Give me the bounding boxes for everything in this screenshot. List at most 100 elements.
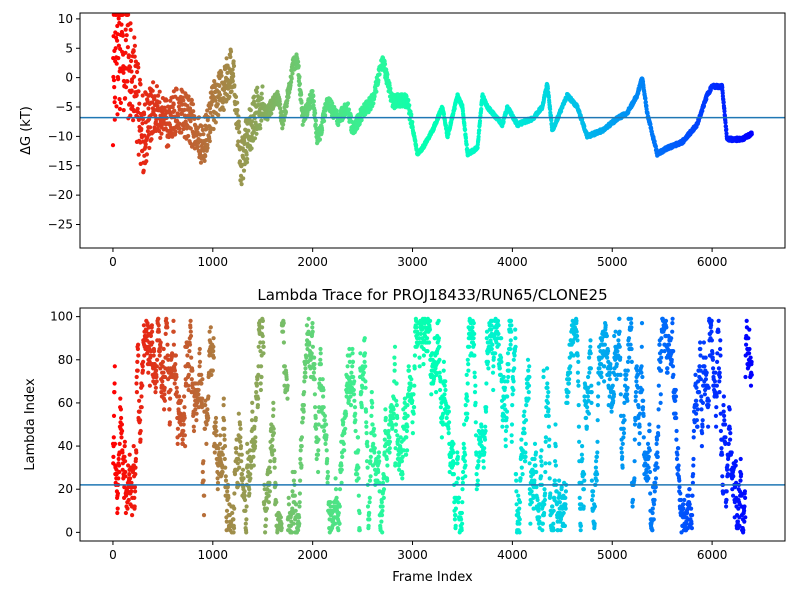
lambda-point [250, 409, 255, 414]
lambda-point [203, 403, 208, 408]
lambda-point [442, 383, 447, 388]
lambda-point [380, 504, 385, 509]
delta-g-point [207, 139, 212, 144]
lambda-point [175, 426, 180, 431]
delta-g-point [281, 118, 286, 123]
lambda-point [453, 506, 458, 511]
lambda-point [349, 370, 354, 375]
lambda-point [162, 392, 167, 397]
delta-g-point [119, 22, 124, 27]
lambda-point [367, 478, 373, 483]
lambda-point [404, 452, 409, 457]
lambda-point [321, 387, 326, 393]
delta-g-point [137, 101, 142, 106]
lambda-point [452, 517, 457, 522]
lambda-point [279, 526, 284, 531]
delta-g-point [154, 84, 159, 89]
delta-g-point [132, 35, 137, 40]
lambda-point [425, 349, 430, 354]
lambda-point [381, 495, 386, 500]
delta-g-point [188, 126, 193, 131]
delta-g-point [244, 152, 249, 157]
lambda-point [123, 474, 128, 479]
delta-g-point [181, 126, 186, 132]
delta-g-y-tick-label: 5 [65, 41, 73, 55]
lambda-point [161, 370, 166, 375]
delta-g-point [224, 56, 229, 61]
delta-g-y-tick-label: −10 [48, 129, 73, 143]
delta-g-point [166, 134, 171, 140]
lambda-point [342, 431, 347, 436]
lambda-point [213, 424, 218, 429]
delta-g-point [244, 160, 250, 165]
lambda-point [137, 409, 142, 414]
delta-g-point [150, 88, 155, 93]
lambda-point [140, 383, 145, 388]
lambda-point [172, 381, 177, 386]
delta-g-point [235, 100, 240, 105]
delta-g-point [297, 81, 302, 86]
lambda-point [175, 441, 180, 446]
lambda-point [358, 351, 363, 356]
delta-g-point [230, 79, 235, 84]
lambda-point [350, 364, 355, 369]
delta-g-point [162, 105, 167, 110]
delta-g-point [213, 120, 218, 125]
lambda-point [154, 368, 159, 373]
delta-g-point [207, 106, 213, 111]
delta-g-point [177, 126, 182, 131]
delta-g-x-ticks: 0 1000 2000 3000 4000 5000 6000 [109, 248, 727, 269]
lambda-point [318, 362, 323, 367]
lambda-point [251, 454, 256, 459]
lambda-point [127, 452, 132, 457]
lambda-point [267, 489, 272, 494]
delta-g-point [249, 119, 255, 124]
lambda-point [222, 426, 227, 431]
lambda-point [376, 454, 381, 459]
delta-g-point [174, 87, 179, 92]
lambda-point [444, 415, 449, 421]
delta-g-point [132, 54, 137, 59]
lambda-point [164, 321, 169, 326]
delta-g-point [181, 98, 186, 103]
lambda-point [196, 392, 201, 397]
delta-g-point [323, 113, 328, 118]
lambda-point [460, 521, 465, 526]
lambda-point [248, 476, 253, 481]
lambda-point [191, 424, 196, 429]
lambda-point [194, 418, 199, 423]
delta-g-point [322, 118, 327, 124]
lambda-point [286, 495, 291, 500]
lambda-point [218, 433, 223, 438]
lambda-point [281, 329, 286, 334]
lambda-point [312, 377, 317, 382]
delta-g-point [311, 94, 316, 99]
lambda-point [460, 500, 465, 505]
lambda-point [321, 405, 326, 410]
lambda-point [270, 437, 275, 442]
delta-g-point [410, 119, 415, 125]
lambda-point [312, 392, 317, 397]
lambda-point [215, 487, 220, 492]
lambda-point [156, 323, 161, 328]
lambda-point [165, 353, 170, 358]
delta-g-point [179, 130, 184, 135]
lambda-point [205, 407, 210, 412]
delta-g-point [285, 98, 290, 103]
lambda-point [455, 461, 460, 466]
lambda-point [297, 500, 302, 505]
lambda-point [237, 465, 242, 470]
lambda-point [231, 517, 236, 522]
lambda-point [256, 344, 261, 349]
lambda-point [428, 318, 433, 323]
lambda-point [313, 415, 318, 421]
lambda-point [199, 372, 204, 377]
lambda-point [241, 476, 246, 481]
lambda-point [255, 377, 260, 382]
delta-g-point [205, 142, 210, 147]
delta-g-x-tick-label: 5000 [597, 255, 628, 269]
lambda-point [120, 428, 125, 434]
delta-g-point [269, 111, 274, 116]
lambda-point [421, 353, 426, 358]
